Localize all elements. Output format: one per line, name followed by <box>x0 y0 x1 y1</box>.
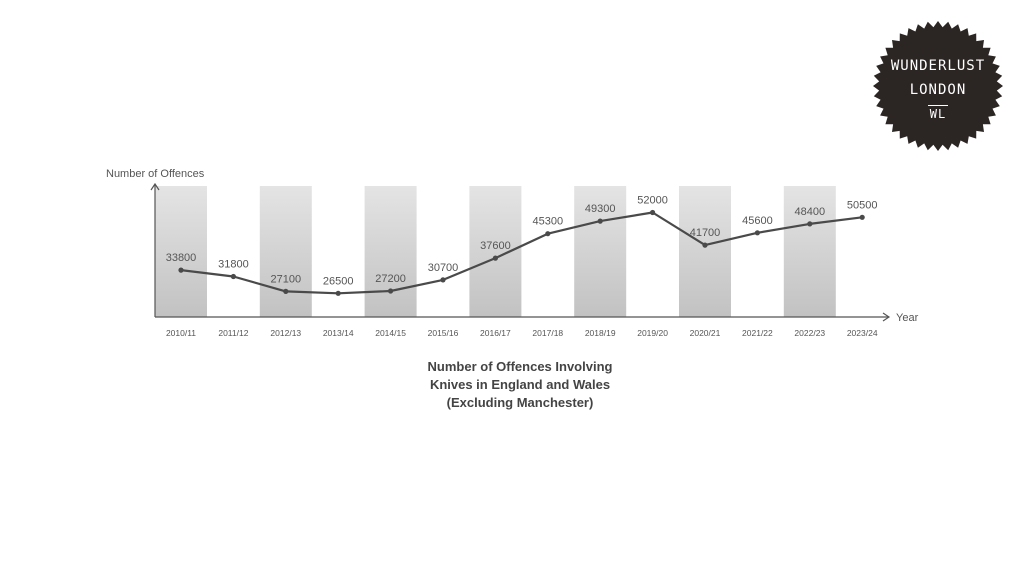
data-label: 27200 <box>375 273 406 285</box>
chart-title-line-2: Knives in England and Wales <box>429 377 611 392</box>
data-label: 45300 <box>533 216 564 228</box>
x-tick-label: 2022/23 <box>794 328 825 338</box>
data-point <box>650 209 656 216</box>
x-tick-label: 2015/16 <box>428 328 459 338</box>
chart-title-line-3: (Excluding Manchester) <box>446 395 594 410</box>
logo-mark: WL <box>927 105 949 121</box>
category-band <box>364 186 417 317</box>
series-line <box>179 211 864 295</box>
data-label: 50500 <box>847 199 878 211</box>
data-point <box>545 231 551 237</box>
data-point <box>335 290 341 296</box>
data-label: 37600 <box>480 240 511 252</box>
x-tick-label: 2017/18 <box>532 328 563 338</box>
data-point <box>807 221 813 227</box>
category-band <box>155 186 207 317</box>
data-point <box>702 242 708 248</box>
x-tick-label: 2010/11 <box>166 328 196 338</box>
data-point <box>492 255 498 261</box>
x-tick-label: 2018/19 <box>585 328 616 338</box>
data-label: 26500 <box>323 275 354 287</box>
x-tick-label: 2020/21 <box>690 328 721 338</box>
data-label: 31800 <box>218 259 249 271</box>
data-point <box>597 218 603 224</box>
data-label: 30700 <box>428 262 459 274</box>
data-point <box>440 277 446 283</box>
x-tick-label: 2021/22 <box>742 328 773 338</box>
chart-title: Number of Offences Involving Knives in E… <box>370 358 670 412</box>
x-tick-label: 2014/15 <box>375 328 406 338</box>
data-point <box>754 230 761 236</box>
data-label: 27100 <box>271 273 302 285</box>
data-label: 41700 <box>690 227 721 239</box>
data-label: 48400 <box>795 206 826 218</box>
x-tick-label: 2019/20 <box>637 328 668 338</box>
data-point <box>178 267 184 273</box>
data-point <box>230 273 236 280</box>
brand-logo: WUNDERLUST LONDON WL <box>872 20 1004 152</box>
chart-title-line-1: Number of Offences Involving <box>427 359 613 374</box>
category-band <box>679 186 731 317</box>
data-label: 49300 <box>585 203 616 215</box>
x-tick-label: 2011/12 <box>218 328 248 338</box>
y-axis-arrow <box>150 182 160 191</box>
x-tick-label: 2013/14 <box>323 328 354 338</box>
data-point <box>388 288 394 294</box>
x-tick-label: 2012/13 <box>270 328 301 338</box>
category-band <box>469 186 522 317</box>
category-band <box>574 186 627 317</box>
data-point <box>859 214 865 220</box>
x-tick-label: 2023/24 <box>847 328 878 338</box>
data-label: 33800 <box>166 252 197 264</box>
logo-line-1: WUNDERLUST <box>890 58 986 74</box>
data-label: 45600 <box>742 215 773 227</box>
logo-badge-icon <box>873 21 1003 151</box>
category-band <box>259 186 312 317</box>
category-band <box>783 186 836 317</box>
data-label: 52000 <box>637 195 668 207</box>
x-axis-arrow <box>882 312 891 322</box>
y-axis-label: Number of Offences <box>106 168 205 180</box>
logo-line-2: LONDON <box>909 82 967 98</box>
data-point <box>283 288 289 294</box>
x-axis-label: Year <box>896 312 919 324</box>
x-tick-label: 2016/17 <box>480 328 511 338</box>
